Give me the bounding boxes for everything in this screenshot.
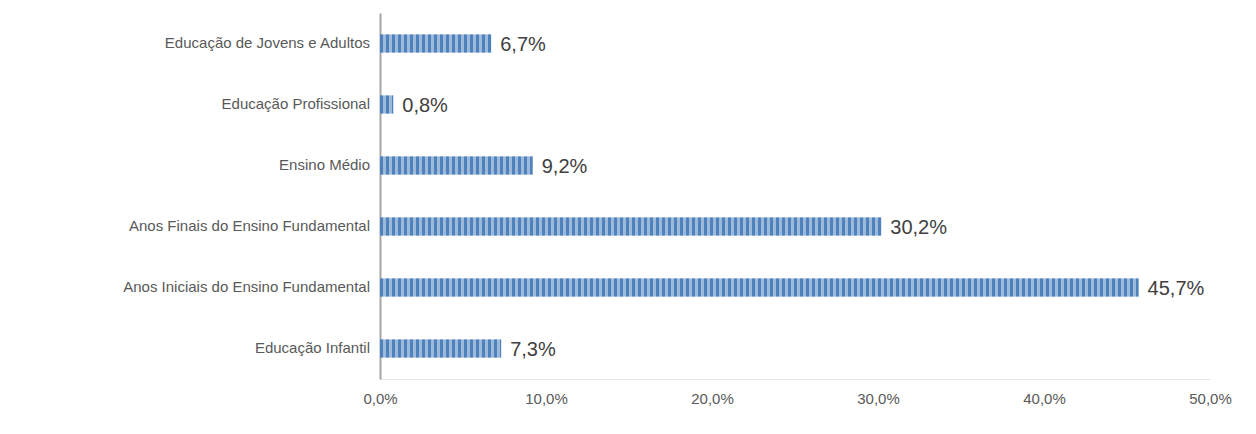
x-tick: 50,0%	[1189, 379, 1232, 407]
x-tick: 40,0%	[1023, 379, 1066, 407]
category-label: Educação Profissional	[222, 95, 370, 112]
category-label: Ensino Médio	[279, 156, 370, 173]
x-axis: 0,0% 10,0% 20,0% 30,0% 40,0% 50,0%	[363, 379, 1231, 407]
data-label: 9,2%	[542, 155, 588, 177]
bar	[380, 156, 533, 174]
bar	[380, 278, 1139, 296]
plot: 0,0% 10,0% 20,0% 30,0% 40,0% 50,0% Educação In…	[123, 14, 1232, 407]
y-tick: Anos Finais do Ensino Fundamental	[129, 217, 380, 234]
x-tick-label: 50,0%	[1189, 390, 1232, 407]
data-label: 6,7%	[500, 33, 546, 55]
bar	[380, 34, 491, 52]
data-labels: 7,3% 45,7% 30,2% 9,2% 0,8% 6,7%	[402, 33, 1204, 360]
category-label: Anos Finais do Ensino Fundamental	[129, 217, 370, 234]
x-axis-line	[381, 379, 1211, 380]
data-label: 30,2%	[890, 216, 947, 238]
bar	[380, 339, 501, 357]
category-label: Anos Iniciais do Ensino Fundamental	[123, 278, 370, 295]
x-tick-label: 40,0%	[1023, 390, 1066, 407]
bars	[380, 34, 1139, 357]
category-label: Educação de Jovens e Adultos	[165, 34, 370, 51]
data-label: 0,8%	[402, 94, 448, 116]
x-tick: 0,0%	[363, 379, 397, 407]
y-tick: Ensino Médio	[279, 156, 380, 173]
bar	[380, 95, 393, 113]
x-tick-label: 30,0%	[857, 390, 900, 407]
x-tick-label: 20,0%	[691, 390, 734, 407]
y-tick: Educação Profissional	[222, 95, 380, 112]
y-tick: Anos Iniciais do Ensino Fundamental	[123, 278, 380, 295]
data-label: 45,7%	[1148, 277, 1205, 299]
chart: 0,0% 10,0% 20,0% 30,0% 40,0% 50,0% Educação In…	[0, 0, 1256, 434]
x-tick-label: 10,0%	[525, 390, 568, 407]
x-tick: 10,0%	[525, 379, 568, 407]
x-tick: 30,0%	[857, 379, 900, 407]
bar	[380, 217, 881, 235]
x-tick: 20,0%	[691, 379, 734, 407]
x-tick-label: 0,0%	[363, 390, 397, 407]
y-axis-line	[380, 14, 382, 380]
y-tick: Educação Infantil	[255, 339, 380, 356]
y-tick: Educação de Jovens e Adultos	[165, 34, 380, 51]
y-axis: Educação Infantil Anos Iniciais do Ensino…	[123, 14, 380, 380]
category-label: Educação Infantil	[255, 339, 370, 356]
data-label: 7,3%	[510, 338, 556, 360]
